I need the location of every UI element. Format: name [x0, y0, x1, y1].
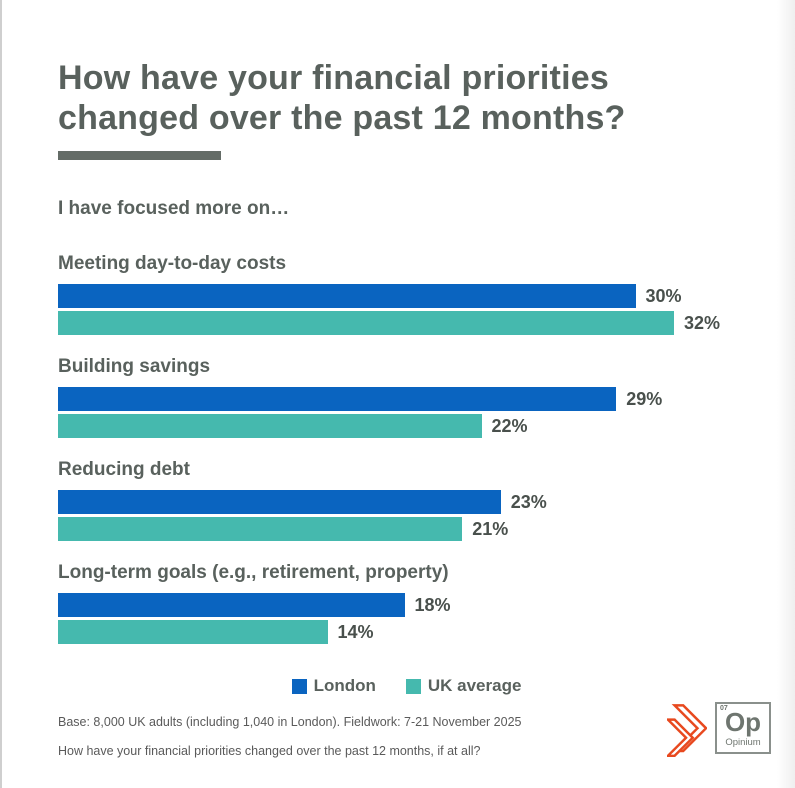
category-label: Building savings — [58, 356, 211, 378]
bar-row: 23% — [58, 490, 755, 515]
bar-value-label: 32% — [684, 312, 721, 333]
category-group: Meeting day-to-day costs 30% 32% — [58, 253, 755, 336]
london-legend-label: London — [313, 676, 376, 696]
category-label: Reducing debt — [58, 459, 190, 481]
opinium-symbol: Op — [724, 707, 762, 737]
bar-row: 18% — [58, 593, 755, 618]
uk-average-bar — [58, 517, 463, 542]
category-group: Reducing debt 23% 21% — [58, 459, 755, 542]
opinium-element-number: 07 — [720, 705, 728, 712]
uk-average-bar — [58, 414, 482, 439]
footer-notes: Base: 8,000 UK adults (including 1,040 i… — [58, 716, 618, 773]
opinium-element-box: 07 Op Opinium — [715, 702, 771, 754]
bar-value-label: 23% — [510, 491, 547, 512]
uk-average-bar — [58, 311, 674, 336]
category-group: Building savings 29% 22% — [58, 356, 755, 439]
bar-value-label: 18% — [414, 594, 451, 615]
page-title-line2: changed over the past 12 months? — [58, 99, 626, 138]
bar-value-label: 30% — [645, 285, 682, 306]
bar-value-label: 29% — [626, 388, 663, 409]
base-note: Base: 8,000 UK adults (including 1,040 i… — [58, 715, 522, 729]
bar-chart: Meeting day-to-day costs 30% 32% Building s… — [58, 253, 755, 645]
bar-row: 32% — [58, 311, 755, 336]
opinium-chevron-icon — [664, 702, 708, 767]
bar-value-label: 14% — [337, 621, 374, 642]
uk-average-legend-label: UK average — [427, 676, 522, 696]
london-bar — [58, 284, 636, 309]
uk-average-legend-swatch — [405, 678, 421, 694]
bar-row: 22% — [58, 414, 755, 439]
london-bar — [58, 490, 501, 515]
legend-item-london: London — [291, 676, 376, 696]
page-right-edge — [777, 0, 795, 788]
question-note: How have your financial priorities chang… — [58, 743, 481, 758]
category-label: Meeting day-to-day costs — [58, 253, 287, 275]
bar-row: 21% — [58, 517, 755, 542]
london-bar — [58, 387, 617, 412]
bar-row: 29% — [58, 387, 755, 412]
page-title-line1: How have your financial priorities — [58, 59, 609, 97]
uk-average-bar — [58, 620, 328, 645]
page-content: How have your financial priorities chang… — [58, 58, 755, 696]
legend: London UK average — [58, 676, 755, 696]
category-label: Long-term goals (e.g., retirement, prope… — [58, 562, 449, 584]
london-bar — [58, 593, 405, 618]
title-underline-rule — [58, 151, 221, 161]
page-title: How have your financial priorities chang… — [58, 58, 718, 138]
bar-row: 14% — [58, 620, 755, 645]
legend-item-uk-average: UK average — [405, 676, 522, 696]
bar-value-label: 22% — [491, 415, 528, 436]
bar-row: 30% — [58, 284, 755, 309]
page-left-edge — [0, 0, 2, 788]
london-legend-swatch — [291, 678, 307, 694]
opinium-name: Opinium — [725, 737, 761, 748]
bar-value-label: 21% — [472, 518, 509, 539]
opinium-logo: 07 Op Opinium — [664, 702, 771, 767]
chart-subtitle: I have focused more on… — [58, 198, 290, 220]
category-group: Long-term goals (e.g., retirement, prope… — [58, 562, 755, 645]
